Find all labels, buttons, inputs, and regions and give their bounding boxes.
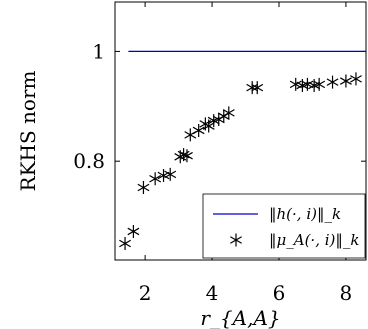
y-axis-label: RKHS norm: [16, 70, 40, 191]
data-point: [149, 172, 162, 186]
data-point: [222, 106, 235, 120]
asterisk-mark: [149, 172, 162, 186]
legend-label-h: ‖h(·, i)‖_k: [269, 205, 341, 223]
legend-box: [202, 193, 366, 259]
asterisk-mark: [326, 75, 339, 89]
legend-label-mu: ‖μ_A(·, i)‖_k: [269, 231, 359, 249]
y-tick-label: 0.8: [73, 149, 105, 173]
legend-asterisk-swatch: [230, 233, 242, 247]
data-point: [326, 75, 339, 89]
data-point: [184, 128, 197, 142]
asterisk-mark: [202, 119, 215, 133]
x-tick-label: 8: [340, 281, 353, 305]
data-point: [339, 74, 352, 88]
asterisk-mark: [350, 72, 362, 86]
asterisk-mark: [119, 237, 131, 251]
asterisk-mark: [164, 167, 177, 181]
asterisk-mark: [222, 106, 235, 120]
asterisk-mark: [127, 224, 140, 238]
legend: ‖h(·, i)‖_k ‖μ_A(·, i)‖_k: [202, 193, 366, 259]
x-axis-label: r_{A,A}: [200, 306, 280, 329]
data-point: [127, 224, 140, 238]
data-point: [350, 72, 362, 86]
asterisk-mark: [181, 149, 193, 163]
data-point: [202, 119, 215, 133]
asterisk-mark: [230, 233, 242, 247]
plot-frame: [114, 1, 367, 261]
data-point: [313, 77, 326, 91]
data-point: [119, 237, 131, 251]
y-tick-label: 1: [92, 39, 105, 63]
asterisk-mark: [246, 81, 259, 95]
asterisk-mark: [192, 123, 205, 137]
asterisk-mark: [184, 128, 197, 142]
asterisk-mark: [339, 74, 352, 88]
series-mu-norm: [119, 72, 362, 251]
data-point: [164, 167, 177, 181]
x-tick-label: 2: [139, 281, 152, 305]
axis-labels: r_{A,A} RKHS norm: [16, 70, 281, 329]
data-point: [251, 81, 264, 95]
asterisk-mark: [137, 181, 150, 195]
data-point: [192, 123, 205, 137]
asterisk-mark: [313, 77, 326, 91]
asterisk-mark: [251, 81, 264, 95]
data-point: [181, 149, 193, 163]
data-point: [137, 181, 150, 195]
x-tick-label: 6: [273, 281, 286, 305]
x-tick-label: 4: [206, 281, 219, 305]
data-point: [246, 81, 259, 95]
plot-border: [114, 1, 367, 261]
